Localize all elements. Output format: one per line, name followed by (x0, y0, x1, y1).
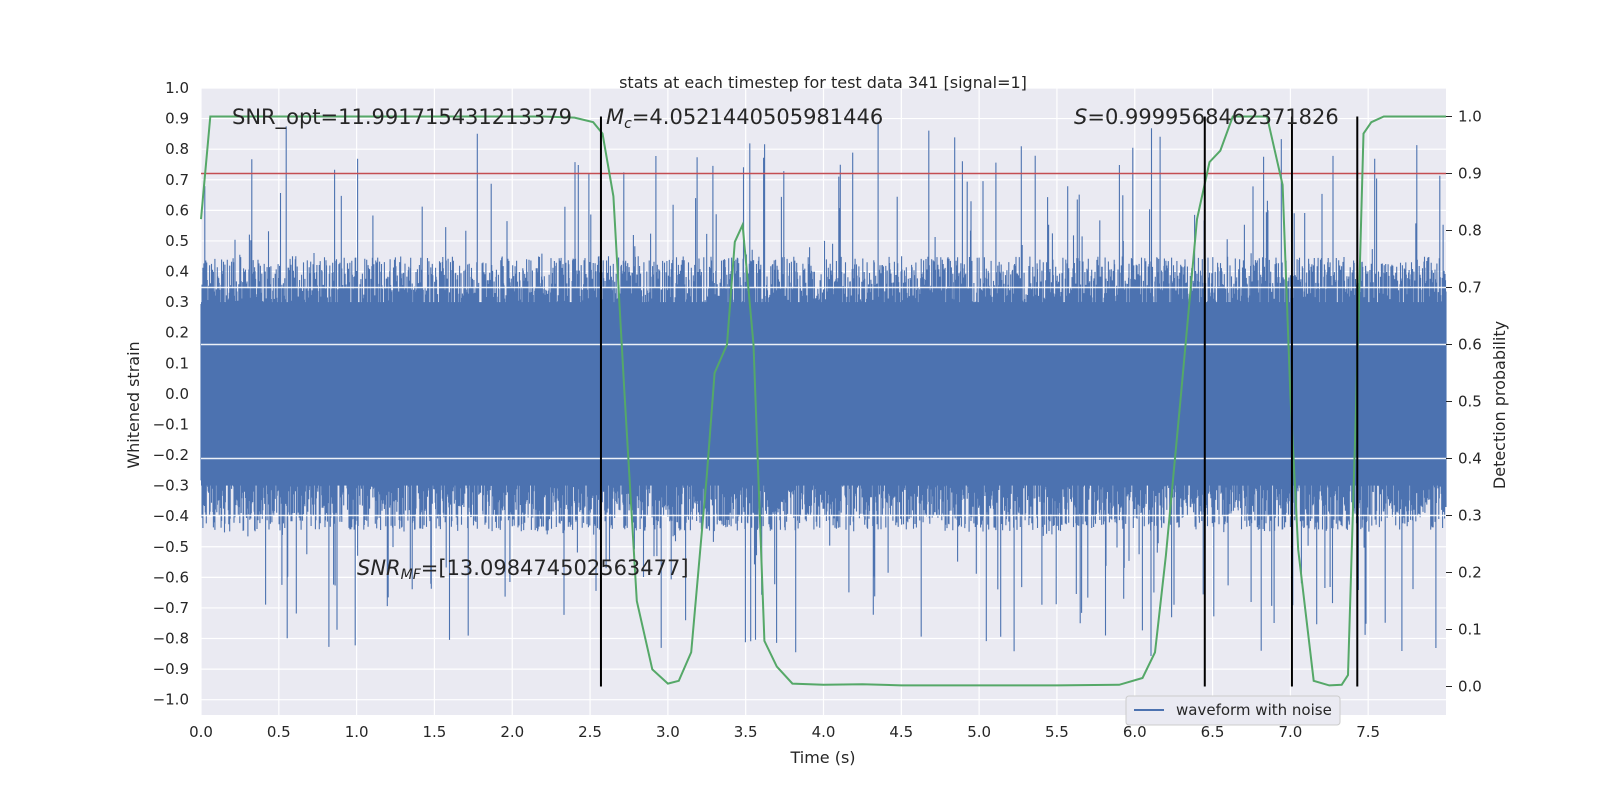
y-tick-label: −0.9 (153, 660, 189, 678)
y-tick-label: −0.4 (153, 507, 189, 525)
x-tick-label: 4.0 (812, 723, 836, 741)
s-symbol: S (1074, 105, 1087, 129)
legend-label: waveform with noise (1176, 701, 1332, 719)
x-tick-label: 4.5 (889, 723, 913, 741)
mc-annotation: Mc=4.0521440505981446 (606, 105, 883, 132)
x-tick-label: 6.0 (1123, 723, 1147, 741)
chart-title: stats at each timestep for test data 341… (619, 73, 1027, 92)
snr-mf-symbol: SNR (357, 556, 401, 580)
y2-tick-label: 0.0 (1458, 678, 1482, 696)
y-axis-label: Whitened strain (124, 341, 143, 468)
y2-tick-label: 0.1 (1458, 621, 1482, 639)
s-annotation: S=0.9999568462371826 (1074, 105, 1339, 129)
x-tick-label: 2.0 (500, 723, 524, 741)
y2-tick-label: 1.0 (1458, 108, 1482, 126)
y-tick-label: 0.1 (165, 354, 189, 372)
x-axis-label: Time (s) (789, 748, 855, 767)
grid-overlay (201, 286, 1446, 517)
x-tick-label: 2.5 (578, 723, 602, 741)
y2-tick-label: 0.5 (1458, 393, 1482, 411)
y-tick-label: 0.5 (165, 232, 189, 250)
waveform-series (200, 121, 1447, 656)
y2-axis-label: Detection probability (1490, 321, 1509, 489)
y2-tick-label: 0.4 (1458, 450, 1482, 468)
y-tick-label: 0.0 (165, 385, 189, 403)
s-value: =0.9999568462371826 (1087, 105, 1338, 129)
x-tick-label: 6.5 (1201, 723, 1225, 741)
y-tick-label: −0.8 (153, 630, 189, 648)
waveform-core (201, 302, 1446, 486)
y-tick-label: −0.7 (153, 599, 189, 617)
y-tick-label: −0.1 (153, 415, 189, 433)
y-tick-label: −1.0 (153, 691, 189, 709)
x-tick-label: 3.5 (734, 723, 758, 741)
y-tick-label: 0.8 (165, 140, 189, 158)
y-tick-label: 0.2 (165, 324, 189, 342)
y2-tick-label: 0.3 (1458, 507, 1482, 525)
x-tick-label: 1.0 (345, 723, 369, 741)
y-tick-label: 0.3 (165, 293, 189, 311)
y2-tick-label: 0.8 (1458, 222, 1482, 240)
y-tick-label: 1.0 (165, 79, 189, 97)
x-tick-label: 5.0 (967, 723, 991, 741)
x-tick-label: 5.5 (1045, 723, 1069, 741)
legend-box (1125, 695, 1341, 726)
x-tick-label: 7.0 (1278, 723, 1302, 741)
y-tick-label: −0.2 (153, 446, 189, 464)
x-tick-label: 3.0 (656, 723, 680, 741)
x-tick-label: 0.5 (267, 723, 291, 741)
x-tick-label: 7.5 (1356, 723, 1380, 741)
snr-mf-value: =[13.098474502563477] (421, 556, 689, 580)
mc-symbol: M (606, 105, 624, 129)
y-tick-labels: 1.0 0.9 0.8 0.7 0.6 0.5 0.4 0.3 0.2 0.1 0.0 −0.1 −0.… (153, 79, 189, 709)
legend: waveform with noise (1125, 695, 1341, 726)
y2-tick-label: 0.2 (1458, 564, 1482, 582)
snr-mf-subscript: MF (401, 567, 422, 583)
y-tick-label: −0.5 (153, 538, 189, 556)
mc-value: =4.0521440505981446 (632, 105, 883, 129)
y-tick-label: −0.3 (153, 477, 189, 495)
y-tick-label: 0.4 (165, 263, 189, 281)
y2-tick-label: 0.7 (1458, 279, 1482, 297)
y-tick-label: 0.9 (165, 110, 189, 128)
detection-markers (599, 116, 1359, 687)
y2-tick-labels: 1.0 0.9 0.8 0.7 0.6 0.5 0.4 0.3 0.2 0.1 0.0 (1446, 108, 1482, 696)
probability-series (200, 115, 1446, 687)
y2-tick-label: 0.6 (1458, 336, 1482, 354)
y-tick-label: 0.6 (165, 201, 189, 219)
mc-subscript: c (624, 116, 632, 132)
snr-mf-annotation: SNRMF=[13.098474502563477] (357, 556, 689, 583)
y2-tick-label: 0.9 (1458, 165, 1482, 183)
snr-opt-annotation: SNR_opt=11.991715431213379 (232, 105, 572, 130)
x-tick-label: 1.5 (423, 723, 447, 741)
y-tick-label: 0.7 (165, 171, 189, 189)
y-tick-label: −0.6 (153, 568, 189, 586)
x-tick-labels: 0.0 0.5 1.0 1.5 2.0 2.5 3.0 3.5 4.0 4.5 5.0 5.5 6.0 6… (189, 723, 1380, 741)
x-tick-label: 0.0 (189, 723, 213, 741)
